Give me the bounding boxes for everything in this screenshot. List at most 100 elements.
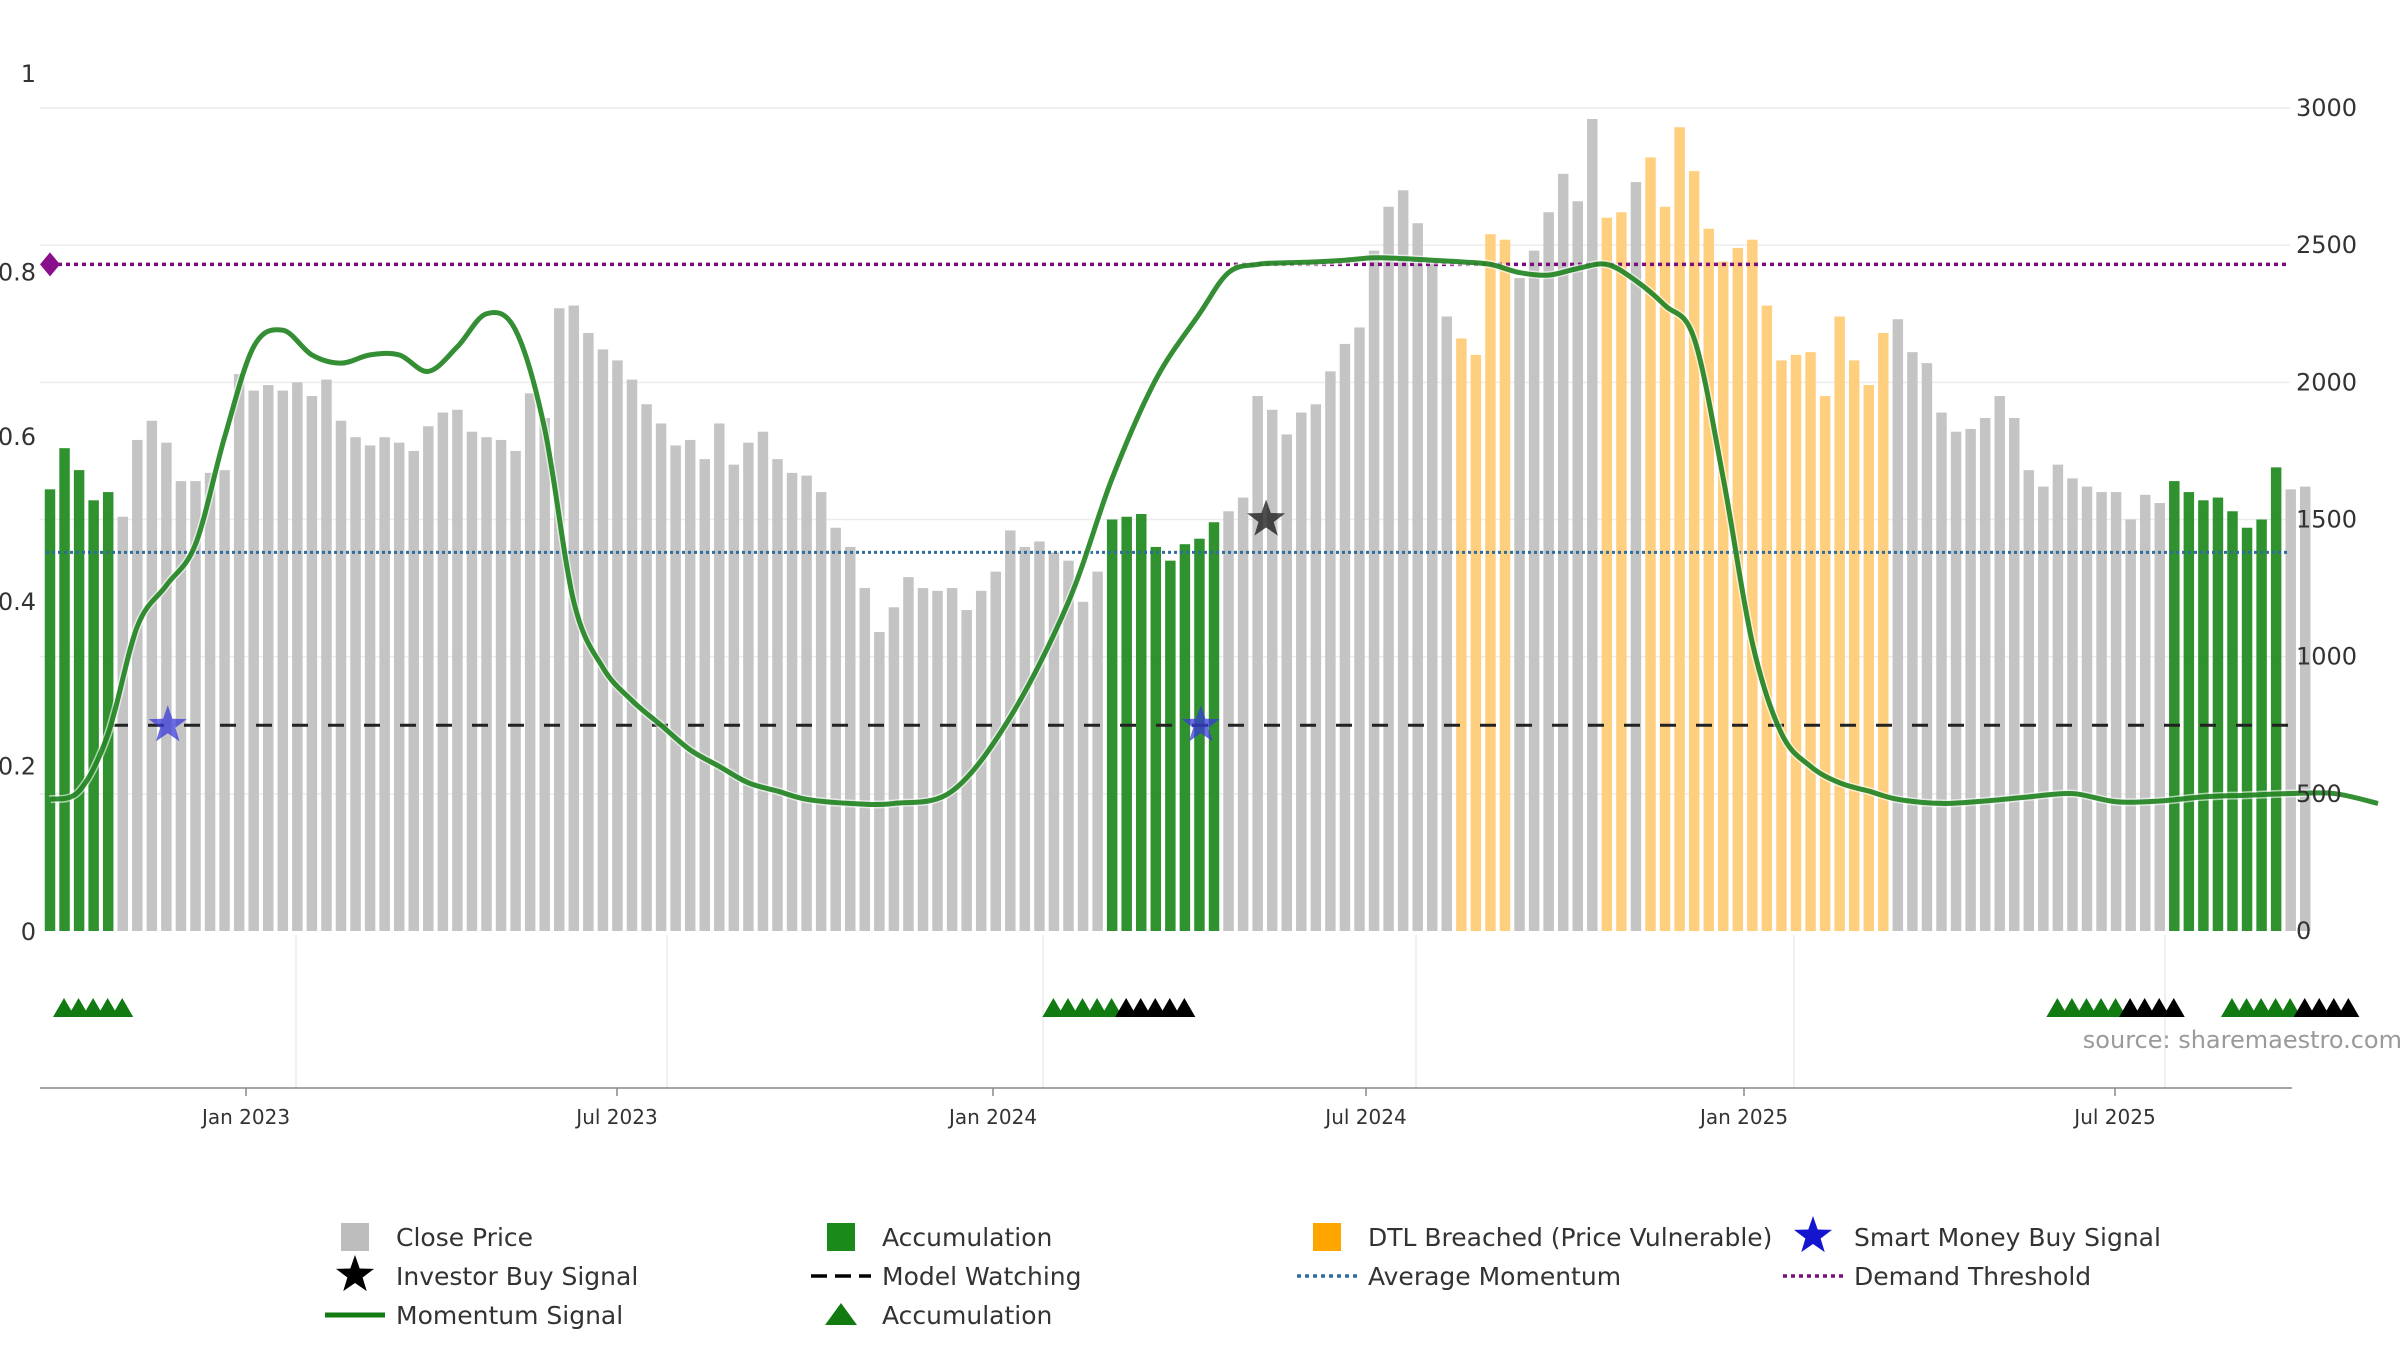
close-price-bar	[684, 439, 696, 931]
close-price-bar	[539, 417, 550, 931]
close-price-bar	[2154, 503, 2165, 931]
close-price-bar	[1587, 118, 1598, 932]
close-price-bar	[1310, 404, 1322, 931]
accumulation-triangle	[2075, 998, 2098, 1017]
watch-triangle	[2293, 998, 2316, 1017]
accumulation-bar	[102, 492, 114, 931]
legend-swatch-star	[1793, 1216, 1833, 1253]
close-price-bar	[568, 305, 580, 931]
close-price-bar	[495, 439, 507, 931]
signal-markers	[53, 499, 2360, 1017]
close-price-bar	[845, 546, 856, 931]
close-price-bar	[961, 610, 972, 931]
close-price-bar	[321, 379, 332, 932]
close-price-bar	[859, 588, 871, 931]
close-price-bar	[146, 420, 158, 931]
accumulation-bar	[2256, 519, 2267, 931]
close-price-bar	[190, 481, 201, 931]
dtl-breached-bar	[1848, 360, 1860, 931]
accumulation-triangle	[82, 998, 105, 1017]
close-price-bar	[219, 470, 230, 931]
close-price-bar	[1019, 546, 1031, 931]
close-price-bar	[612, 360, 623, 931]
accumulation-triangle	[1056, 998, 1079, 1017]
close-price-bar	[946, 588, 958, 931]
close-price-bar	[1077, 601, 1089, 931]
accumulation-triangle	[96, 998, 119, 1017]
close-price-bar	[1543, 212, 1554, 931]
legend-swatch-star	[335, 1255, 375, 1292]
watch-triangle	[1173, 998, 1196, 1017]
accumulation-bar	[1136, 514, 1147, 931]
investor-buy-star	[1247, 499, 1286, 536]
close-price-bar	[1427, 261, 1438, 931]
close-price-bar	[743, 442, 754, 931]
close-price-bar	[786, 472, 798, 931]
right-tick-label: 2000	[2296, 368, 2357, 396]
close-price-bar	[1063, 560, 1074, 931]
right-tick-label: 500	[2296, 780, 2342, 808]
legend-label: Average Momentum	[1368, 1262, 1621, 1291]
x-tick-label: Jan 2024	[947, 1105, 1037, 1129]
close-price-bar	[1412, 223, 1423, 932]
watch-triangle	[2133, 998, 2156, 1017]
legend: Close Price Accumulation DTL Breached (Pri…	[325, 1216, 2161, 1330]
accumulation-bar	[44, 489, 56, 931]
watch-triangle	[1115, 998, 1138, 1017]
close-price-bar	[364, 445, 376, 931]
close-price-bar	[917, 588, 929, 931]
close-price-bar	[1441, 316, 1453, 931]
momentum-signal-line	[49, 255, 2379, 808]
left-tick-label: 1	[21, 60, 36, 88]
dtl-breached-bar	[1456, 338, 1467, 931]
close-price-bar	[554, 308, 565, 932]
dtl-breached-bar	[1878, 332, 1889, 931]
close-price-bar	[1572, 201, 1583, 932]
close-price-bar	[1296, 412, 1307, 931]
close-price-bar	[874, 631, 885, 931]
close-price-bar	[1252, 396, 1263, 931]
accumulation-bar	[2241, 527, 2253, 931]
accumulation-bar	[2227, 511, 2238, 931]
accumulation-bar	[1179, 544, 1191, 931]
close-price-bar	[452, 409, 463, 931]
close-price-bar	[1557, 173, 1569, 932]
accumulation-bar	[88, 500, 99, 931]
close-price-bar	[1048, 552, 1060, 931]
legend-label: Close Price	[396, 1223, 533, 1252]
close-price-bar	[641, 404, 652, 931]
close-price-bar	[2038, 486, 2049, 931]
close-price-bar	[1325, 371, 1336, 931]
close-price-bar	[626, 379, 638, 932]
dtl-breached-bar	[1747, 239, 1758, 931]
close-price-bar	[306, 396, 318, 931]
close-price-bar	[2081, 486, 2093, 931]
accumulation-bar	[2198, 500, 2209, 931]
close-price-bar	[1950, 431, 1962, 931]
legend-label: Accumulation	[882, 1301, 1052, 1330]
legend-label: Accumulation	[882, 1223, 1052, 1252]
close-price-bar	[1383, 206, 1394, 931]
close-price-bar	[2110, 492, 2122, 931]
left-tick-label: 0.4	[0, 588, 36, 616]
dtl-breached-bar	[1790, 354, 1802, 931]
legend-label: Model Watching	[882, 1262, 1082, 1291]
legend-label: Momentum Signal	[396, 1301, 623, 1330]
close-price-bar	[1005, 530, 1016, 931]
accumulation-triangle	[2104, 998, 2127, 1017]
close-price-bar	[2096, 492, 2107, 931]
dtl-breached-bar	[1659, 206, 1671, 931]
x-tick-label: Jan 2023	[200, 1105, 290, 1129]
axes: 0 0.2 0.4 0.6 0.8 1 0 500 1000 1500 2000 2500 3000 Ja…	[0, 60, 2357, 1129]
close-price-bar	[830, 527, 841, 931]
close-price-bar	[583, 332, 594, 931]
close-price-bar	[204, 472, 216, 931]
close-price-bar	[932, 590, 943, 931]
right-tick-label: 0	[2296, 917, 2311, 945]
close-price-bar	[670, 445, 681, 931]
accumulation-bar	[1194, 538, 1205, 931]
dtl-breached-bar	[1776, 360, 1787, 931]
accumulation-triangle	[111, 998, 134, 1017]
close-price-bar	[772, 459, 783, 931]
close-price-bar	[1965, 428, 1976, 931]
